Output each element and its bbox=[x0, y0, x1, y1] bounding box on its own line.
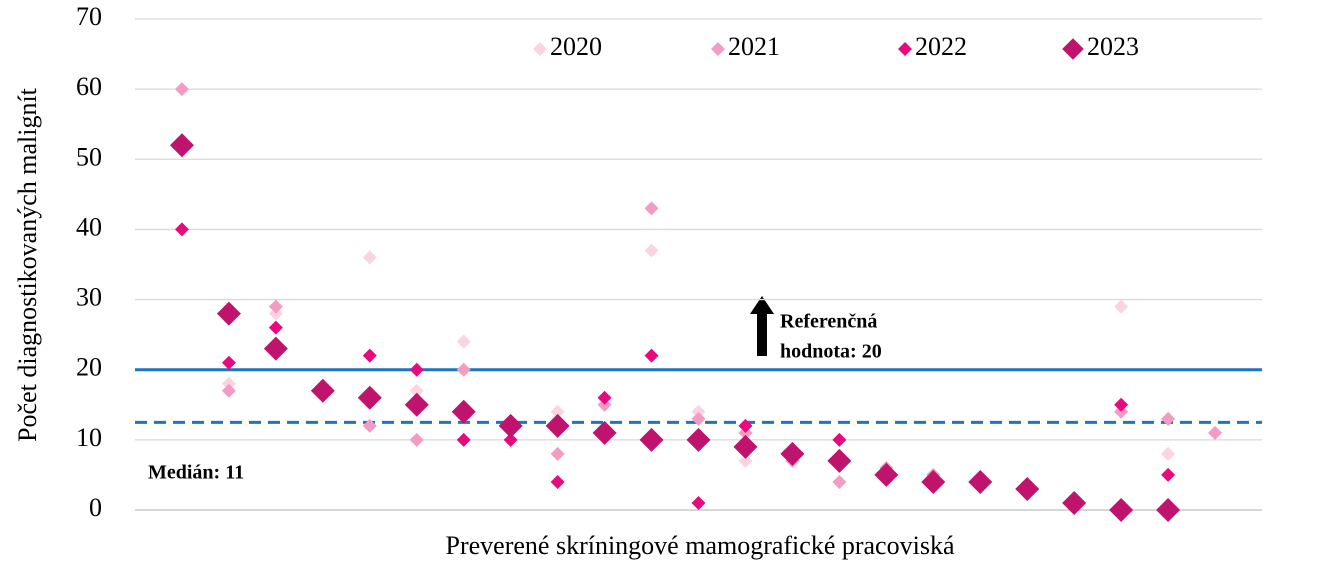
legend-label: 2021 bbox=[728, 32, 780, 61]
reference-label: hodnota: 20 bbox=[780, 341, 882, 363]
y-axis-label: Počet diagnostikovaných malignít bbox=[13, 87, 42, 442]
point bbox=[310, 378, 335, 403]
point bbox=[550, 446, 565, 461]
legend-label: 2022 bbox=[915, 32, 967, 61]
point bbox=[550, 474, 565, 489]
point bbox=[686, 427, 711, 452]
point bbox=[1156, 498, 1181, 522]
point bbox=[221, 355, 236, 370]
point bbox=[362, 348, 377, 363]
y-tick-label: 50 bbox=[76, 142, 102, 171]
point bbox=[263, 336, 288, 361]
point bbox=[832, 432, 847, 447]
y-tick-label: 20 bbox=[76, 353, 102, 382]
y-tick-label: 30 bbox=[76, 283, 102, 312]
legend-marker bbox=[1062, 38, 1084, 60]
point bbox=[216, 301, 241, 326]
legend-marker bbox=[711, 42, 725, 56]
point bbox=[174, 222, 189, 237]
point bbox=[597, 397, 612, 412]
y-tick-label: 10 bbox=[76, 423, 102, 452]
point bbox=[456, 432, 471, 447]
legend-marker bbox=[533, 42, 547, 56]
point bbox=[409, 432, 424, 447]
point bbox=[921, 469, 946, 494]
point bbox=[268, 306, 283, 321]
y-tick-label: 60 bbox=[76, 72, 102, 101]
point bbox=[268, 320, 283, 335]
point bbox=[169, 133, 194, 158]
y-tick-label: 0 bbox=[89, 493, 102, 522]
point bbox=[691, 404, 706, 419]
point bbox=[456, 334, 471, 349]
point bbox=[1109, 498, 1134, 522]
point bbox=[780, 441, 805, 466]
reference-label: Referenčná bbox=[780, 311, 877, 333]
y-tick-label: 40 bbox=[76, 212, 102, 241]
point bbox=[221, 383, 236, 398]
point bbox=[451, 399, 476, 424]
point bbox=[1208, 425, 1223, 440]
reference-arrow bbox=[750, 296, 774, 356]
point bbox=[362, 250, 377, 265]
point bbox=[644, 243, 659, 258]
point bbox=[409, 383, 424, 398]
point bbox=[1062, 490, 1087, 515]
point bbox=[968, 469, 993, 494]
point bbox=[639, 427, 664, 452]
legend-label: 2020 bbox=[550, 32, 602, 61]
point bbox=[1015, 476, 1040, 501]
point bbox=[1114, 404, 1129, 419]
point bbox=[644, 348, 659, 363]
point bbox=[221, 376, 236, 391]
point bbox=[545, 413, 570, 438]
point bbox=[733, 434, 758, 459]
point bbox=[691, 411, 706, 426]
point bbox=[874, 462, 899, 487]
point bbox=[174, 82, 189, 97]
point bbox=[404, 392, 429, 417]
point bbox=[1114, 397, 1129, 412]
point bbox=[832, 474, 847, 489]
y-tick-label: 70 bbox=[76, 2, 102, 31]
point bbox=[1114, 299, 1129, 314]
point bbox=[503, 432, 518, 447]
point bbox=[597, 390, 612, 405]
point bbox=[691, 495, 706, 510]
point bbox=[1161, 446, 1176, 461]
x-axis-label: Preverené skríningové mamografické praco… bbox=[446, 531, 955, 560]
point bbox=[550, 404, 565, 419]
point bbox=[498, 413, 523, 438]
point bbox=[738, 425, 753, 440]
point bbox=[644, 201, 659, 216]
point bbox=[827, 448, 852, 473]
point bbox=[456, 362, 471, 377]
point bbox=[1161, 467, 1176, 482]
point bbox=[268, 299, 283, 314]
median-label: Medián: 11 bbox=[148, 462, 244, 484]
point bbox=[362, 418, 377, 433]
point bbox=[738, 418, 753, 433]
point bbox=[357, 385, 382, 410]
point bbox=[409, 362, 424, 377]
point bbox=[592, 420, 617, 445]
point bbox=[738, 453, 753, 468]
legend-marker bbox=[898, 42, 912, 56]
point bbox=[1161, 411, 1176, 426]
legend-label: 2023 bbox=[1087, 32, 1139, 61]
